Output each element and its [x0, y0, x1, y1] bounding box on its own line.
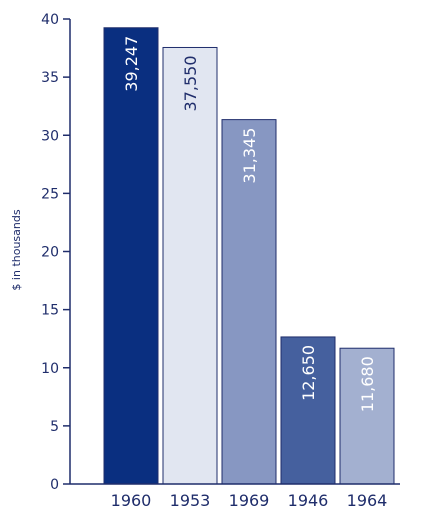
y-tick-label: 0	[50, 477, 59, 493]
y-tick-label: 35	[41, 70, 59, 86]
y-axis-title: $ in thousands	[10, 209, 23, 290]
x-tick-label: 1964	[347, 491, 388, 510]
y-tick-label: 15	[41, 303, 59, 319]
bar-value-label: 11,680	[358, 356, 377, 412]
x-tick-label: 1946	[288, 491, 329, 510]
x-tick-label: 1953	[170, 491, 211, 510]
y-tick-label: 10	[41, 361, 59, 377]
y-tick-label: 30	[41, 128, 59, 144]
y-tick-label: 20	[41, 245, 59, 261]
bar-value-label: 12,650	[299, 345, 318, 401]
x-tick-label: 1969	[229, 491, 270, 510]
bar-1960	[103, 27, 159, 485]
bar-value-label: 39,247	[122, 36, 141, 92]
y-tick-label: 40	[41, 12, 59, 28]
bar-value-label: 37,550	[181, 55, 200, 111]
bars: 39,247 37,550 31,345 12,650 11,680	[103, 27, 395, 485]
bar-1946	[280, 336, 336, 485]
bar-1953	[162, 46, 218, 485]
y-tick-label: 25	[41, 186, 59, 202]
x-tick-label: 1960	[111, 491, 152, 510]
y-axis: 0 5 10 15 20 25 30 35 40	[41, 12, 71, 493]
bar-value-label: 31,345	[240, 128, 259, 184]
y-tick-label: 5	[50, 419, 59, 435]
bar-1969	[221, 119, 277, 485]
x-axis: 1960 1953 1969 1946 1964	[70, 483, 400, 510]
